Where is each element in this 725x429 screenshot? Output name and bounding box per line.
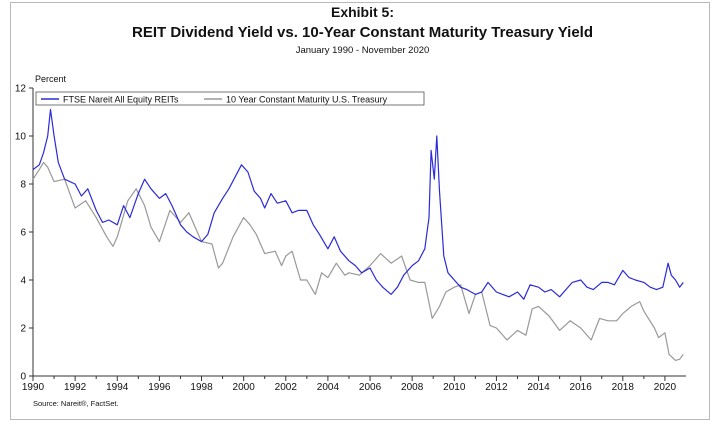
x-tick-label: 2014 bbox=[527, 382, 550, 393]
legend-box bbox=[35, 91, 425, 106]
series-line-reit bbox=[32, 109, 684, 300]
y-tick-label: 10 bbox=[15, 132, 27, 143]
x-tick-label: 2008 bbox=[401, 382, 424, 393]
series-lines bbox=[32, 109, 684, 361]
axes: 0 2 4 6 8 10 12 1990 1992 1994 1996 1998 2000 2002 200… bbox=[15, 84, 686, 393]
y-tick-label: 4 bbox=[20, 276, 26, 287]
x-tick-label: 1990 bbox=[22, 382, 45, 393]
chart-subtitle: January 1990 - November 2020 bbox=[295, 45, 430, 56]
x-tick-label: 2004 bbox=[317, 382, 340, 393]
legend-label: 10 Year Constant Maturity U.S. Treasury bbox=[226, 95, 388, 105]
x-tick-label: 2016 bbox=[570, 382, 593, 393]
y-tick-label: 8 bbox=[20, 180, 26, 191]
y-axis-label: Percent bbox=[35, 74, 67, 84]
legend-label: FTSE Nareit All Equity REITs bbox=[63, 95, 179, 105]
chart-title: REIT Dividend Yield vs. 10-Year Constant… bbox=[132, 24, 593, 41]
x-tick-label: 2010 bbox=[443, 382, 466, 393]
y-tick-label: 2 bbox=[20, 324, 26, 335]
x-tick-label: 2006 bbox=[359, 382, 382, 393]
series-line-treasury bbox=[32, 161, 684, 361]
source-note: Source: Nareit®, FactSet. bbox=[33, 399, 119, 408]
x-tick-label: 2018 bbox=[612, 382, 635, 393]
x-tick-label: 1994 bbox=[106, 382, 129, 393]
x-tick-label: 2002 bbox=[275, 382, 298, 393]
x-tick-label: 1998 bbox=[190, 382, 213, 393]
y-tick-label: 0 bbox=[20, 372, 26, 383]
x-tick-label: 1992 bbox=[64, 382, 87, 393]
x-tick-label: 1996 bbox=[148, 382, 171, 393]
x-tick-label: 2000 bbox=[233, 382, 256, 393]
y-tick-label: 6 bbox=[20, 228, 26, 239]
x-tick-label: 2012 bbox=[485, 382, 508, 393]
legend: FTSE Nareit All Equity REITs 10 Year Cons… bbox=[35, 91, 425, 106]
x-tick-label: 2020 bbox=[654, 382, 677, 393]
y-tick-label: 12 bbox=[15, 84, 27, 95]
exhibit-label: Exhibit 5: bbox=[330, 4, 394, 20]
